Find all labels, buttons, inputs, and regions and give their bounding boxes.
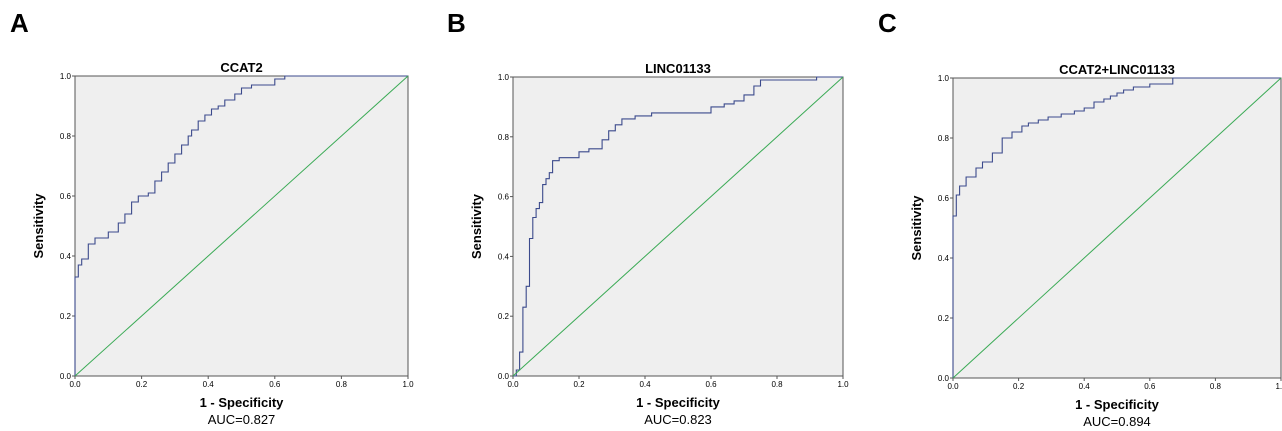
x-tick-label: 0.8 <box>771 380 783 389</box>
roc-curve <box>952 77 1281 378</box>
y-tick-label: 0.4 <box>60 252 72 261</box>
x-axis-label: 1 - Specificity <box>200 395 285 410</box>
reference-line <box>512 76 844 377</box>
x-tick-label: 0.0 <box>507 380 519 389</box>
y-tick-label: 0.8 <box>938 134 950 143</box>
y-tick-label: 0.0 <box>938 374 950 383</box>
y-tick-label: 1.0 <box>498 73 510 82</box>
reference-line <box>74 75 409 377</box>
y-tick-label: 0.4 <box>498 252 510 261</box>
y-axis-label: Sensitivity <box>909 195 924 261</box>
y-tick-label: 0.2 <box>498 312 510 321</box>
x-tick-label: 0.4 <box>1079 382 1091 391</box>
x-tick-label: 0.0 <box>947 382 959 391</box>
x-tick-label: 1.0 <box>1275 382 1282 391</box>
x-tick-label: 0.2 <box>1013 382 1025 391</box>
chart-3: CCAT2+LINC01133 0.0 0.2 0.4 0.6 0.8 1.0 0.0 0.2 0… <box>909 62 1282 429</box>
y-axis-label: Sensitivity <box>469 193 484 259</box>
y-tick-label: 1.0 <box>938 74 950 83</box>
roc-curve <box>74 75 408 376</box>
auc-annotation: AUC=0.823 <box>644 412 712 427</box>
x-tick-label: 0.2 <box>573 380 585 389</box>
x-tick-label: 0.2 <box>136 380 148 389</box>
x-tick-label: 0.8 <box>336 380 348 389</box>
y-axis-label: Sensitivity <box>31 193 46 259</box>
x-tick-label: 0.6 <box>705 380 717 389</box>
reference-line <box>952 77 1282 379</box>
x-axis-label: 1 - Specificity <box>1075 397 1160 412</box>
y-tick-label: 0.2 <box>60 312 72 321</box>
y-tick-label: 0.2 <box>938 314 950 323</box>
x-tick-label: 0.0 <box>69 380 81 389</box>
chart-title: CCAT2+LINC01133 <box>1059 62 1175 77</box>
auc-annotation: AUC=0.827 <box>208 412 276 427</box>
x-tick-label: 1.0 <box>837 380 849 389</box>
panel-letter-a: A <box>10 8 29 38</box>
x-tick-label: 0.6 <box>1144 382 1156 391</box>
y-tick-label: 0.8 <box>60 132 72 141</box>
panel-letter-c: C <box>878 8 897 38</box>
y-tick-label: 0.4 <box>938 254 950 263</box>
x-tick-label: 0.8 <box>1210 382 1222 391</box>
chart-1: CCAT2 0.0 0.2 0.4 0.6 0.8 1.0 0.0 0.2 0.4 0.6 0.8 1.… <box>31 60 414 427</box>
x-axis-label: 1 - Specificity <box>636 395 721 410</box>
chart-title: LINC01133 <box>645 61 711 76</box>
x-tick-label: 0.4 <box>203 380 215 389</box>
y-tick-label: 1.0 <box>60 72 72 81</box>
y-tick-label: 0.8 <box>498 133 510 142</box>
x-tick-label: 0.4 <box>639 380 651 389</box>
y-tick-label: 0.0 <box>60 372 72 381</box>
panel-letter-b: B <box>447 8 466 38</box>
auc-annotation: AUC=0.894 <box>1083 414 1151 429</box>
chart-title: CCAT2 <box>220 60 262 75</box>
x-tick-label: 0.6 <box>269 380 281 389</box>
y-tick-label: 0.6 <box>938 194 950 203</box>
roc-curve <box>513 76 843 377</box>
x-tick-label: 1.0 <box>402 380 414 389</box>
y-tick-label: 0.6 <box>60 192 72 201</box>
y-tick-label: 0.0 <box>498 372 510 381</box>
y-tick-label: 0.6 <box>498 193 510 202</box>
chart-2: LINC01133 0.0 0.2 0.4 0.6 0.8 1.0 0.0 0.2 0.4 0.6 0… <box>469 61 849 427</box>
